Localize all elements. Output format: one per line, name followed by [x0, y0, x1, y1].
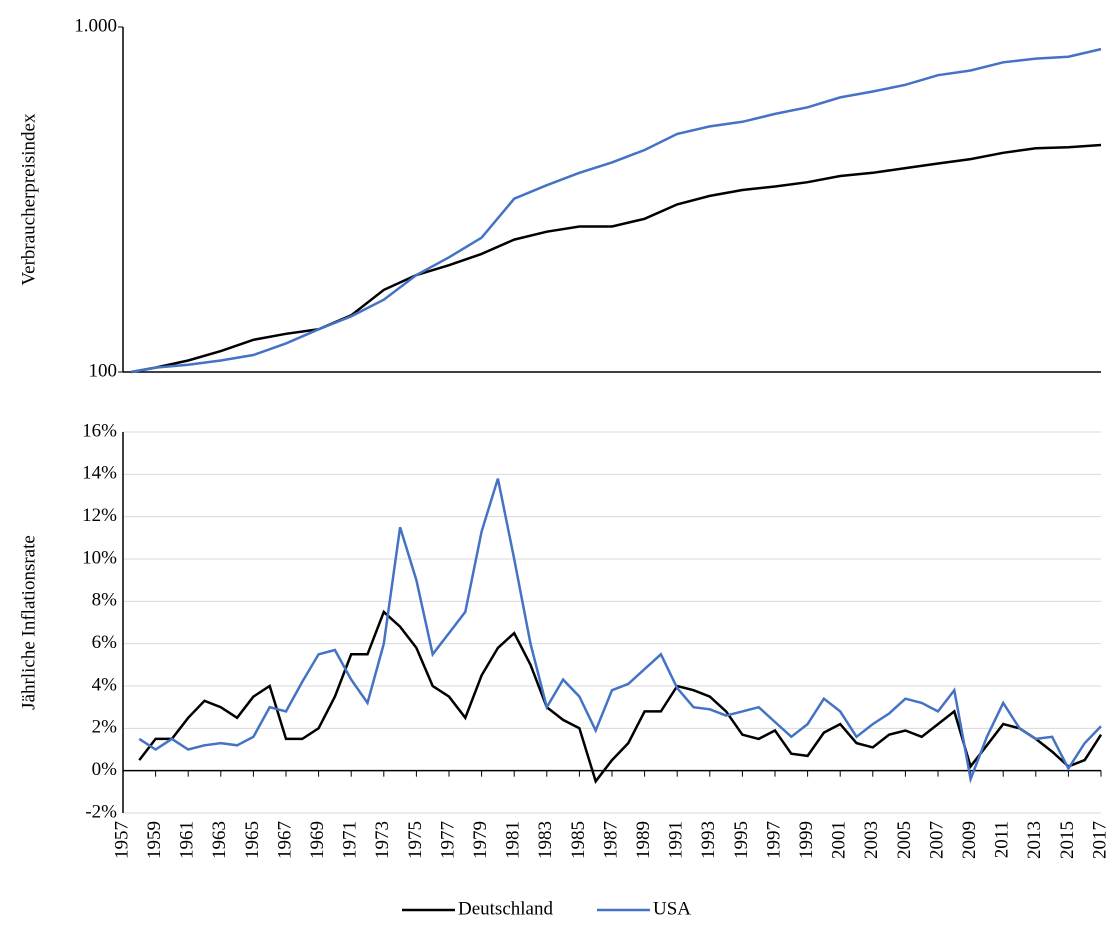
y-tick-label: 12% [82, 505, 117, 526]
x-tick-label: 1981 [503, 821, 524, 859]
series-line [138, 478, 1102, 784]
x-tick-label: 1987 [600, 821, 621, 859]
x-tick-label: 1993 [698, 821, 719, 859]
x-tick-label: 1971 [340, 821, 361, 859]
x-tick-label: 1985 [568, 821, 589, 859]
x-tick-label: 1979 [470, 821, 491, 859]
y-tick-label: 6% [92, 632, 118, 653]
x-tick-label: 1965 [242, 821, 263, 859]
x-tick-label: 2011 [992, 821, 1013, 858]
x-tick-label: 1957 [111, 821, 132, 859]
x-tick-label: 1989 [633, 821, 654, 859]
y-tick-label: 4% [92, 674, 118, 695]
x-tick-label: 1963 [209, 821, 230, 859]
y-tick-label: 0% [92, 759, 118, 780]
x-tick-label: 1961 [177, 821, 198, 859]
x-tick-label: 2009 [959, 821, 980, 859]
x-tick-label: 2005 [894, 821, 915, 859]
y-tick-label: 2% [92, 717, 118, 738]
x-tick-label: 1969 [307, 821, 328, 859]
x-tick-label: 1977 [437, 821, 458, 859]
series-line [138, 609, 1103, 784]
x-tick-label: 2017 [1089, 821, 1110, 859]
y-tick-label: -2% [85, 801, 117, 822]
series-line [130, 47, 1102, 374]
x-tick-label: 2001 [829, 821, 850, 859]
y-axis-label: Verbraucherpreisindex [18, 113, 39, 285]
series-line [130, 143, 1102, 374]
x-tick-label: 1995 [731, 821, 752, 859]
legend-label: Deutschland [458, 898, 553, 919]
x-tick-label: 1975 [405, 821, 426, 859]
y-tick-label: 10% [82, 547, 117, 568]
x-tick-label: 1999 [796, 821, 817, 859]
y-tick-label: 8% [92, 590, 118, 611]
x-tick-label: 1967 [274, 821, 295, 859]
x-tick-label: 2003 [861, 821, 882, 859]
x-tick-label: 2013 [1024, 821, 1045, 859]
x-tick-label: 1997 [763, 821, 784, 859]
x-tick-label: 1973 [372, 821, 393, 859]
x-tick-label: 1983 [535, 821, 556, 859]
x-tick-label: 1991 [666, 821, 687, 859]
y-tick-label: 100 [89, 360, 118, 381]
y-tick-label: 1.000 [74, 15, 117, 36]
x-tick-label: 2007 [926, 821, 947, 859]
x-tick-label: 2015 [1057, 821, 1078, 859]
x-tick-label: 1959 [144, 821, 165, 859]
y-tick-label: 14% [82, 463, 117, 484]
y-tick-label: 16% [82, 420, 117, 441]
legend-label: USA [653, 898, 691, 919]
y-axis-label: Jährliche Inflationsrate [18, 535, 39, 710]
